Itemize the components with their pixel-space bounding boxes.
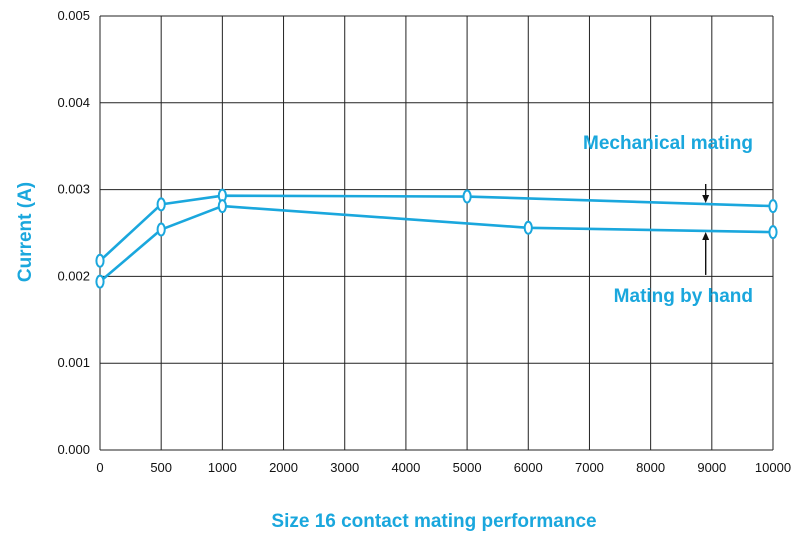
annotation-mating-by-hand: Mating by hand — [614, 286, 753, 307]
data-point — [156, 197, 166, 212]
x-tick-label: 500 — [150, 460, 172, 475]
y-tick-label: 0.002 — [57, 268, 90, 283]
x-tick-label: 1000 — [208, 460, 237, 475]
series-line-1 — [99, 194, 774, 262]
y-tick-label: 0.003 — [57, 182, 90, 197]
data-point — [95, 274, 105, 289]
data-point — [768, 225, 778, 240]
x-tick-label: 9000 — [697, 460, 726, 475]
x-tick-label: 7000 — [575, 460, 604, 475]
data-point — [523, 220, 533, 235]
data-point — [217, 199, 227, 214]
grid — [99, 15, 774, 451]
series-line-2 — [99, 204, 774, 283]
tick-labels: 0 500 1000 2000 3000 4000 5000 6000 7000 8000 9000… — [57, 8, 791, 475]
series-layer — [95, 188, 778, 289]
data-point — [156, 222, 166, 237]
x-tick-label: 4000 — [391, 460, 420, 475]
y-axis-label: Current (A) — [15, 182, 36, 282]
data-point — [768, 199, 778, 214]
x-tick-label: 2000 — [269, 460, 298, 475]
chart-title: Size 16 contact mating performance — [271, 511, 596, 532]
x-tick-label: 6000 — [514, 460, 543, 475]
x-tick-label: 5000 — [453, 460, 482, 475]
y-tick-label: 0.005 — [57, 8, 90, 23]
annotation-mechanical-mating: Mechanical mating — [583, 133, 753, 154]
arrow-head — [702, 231, 710, 240]
arrow-head — [702, 194, 710, 203]
y-tick-label: 0.000 — [57, 442, 90, 457]
y-tick-label: 0.001 — [57, 355, 90, 370]
annotation-arrows — [702, 183, 710, 275]
y-tick-label: 0.004 — [57, 95, 90, 110]
data-point — [462, 189, 472, 204]
x-tick-label: 10000 — [755, 460, 791, 475]
x-tick-label: 3000 — [330, 460, 359, 475]
x-tick-label: 8000 — [636, 460, 665, 475]
data-point — [95, 253, 105, 268]
x-tick-label: 0 — [96, 460, 103, 475]
